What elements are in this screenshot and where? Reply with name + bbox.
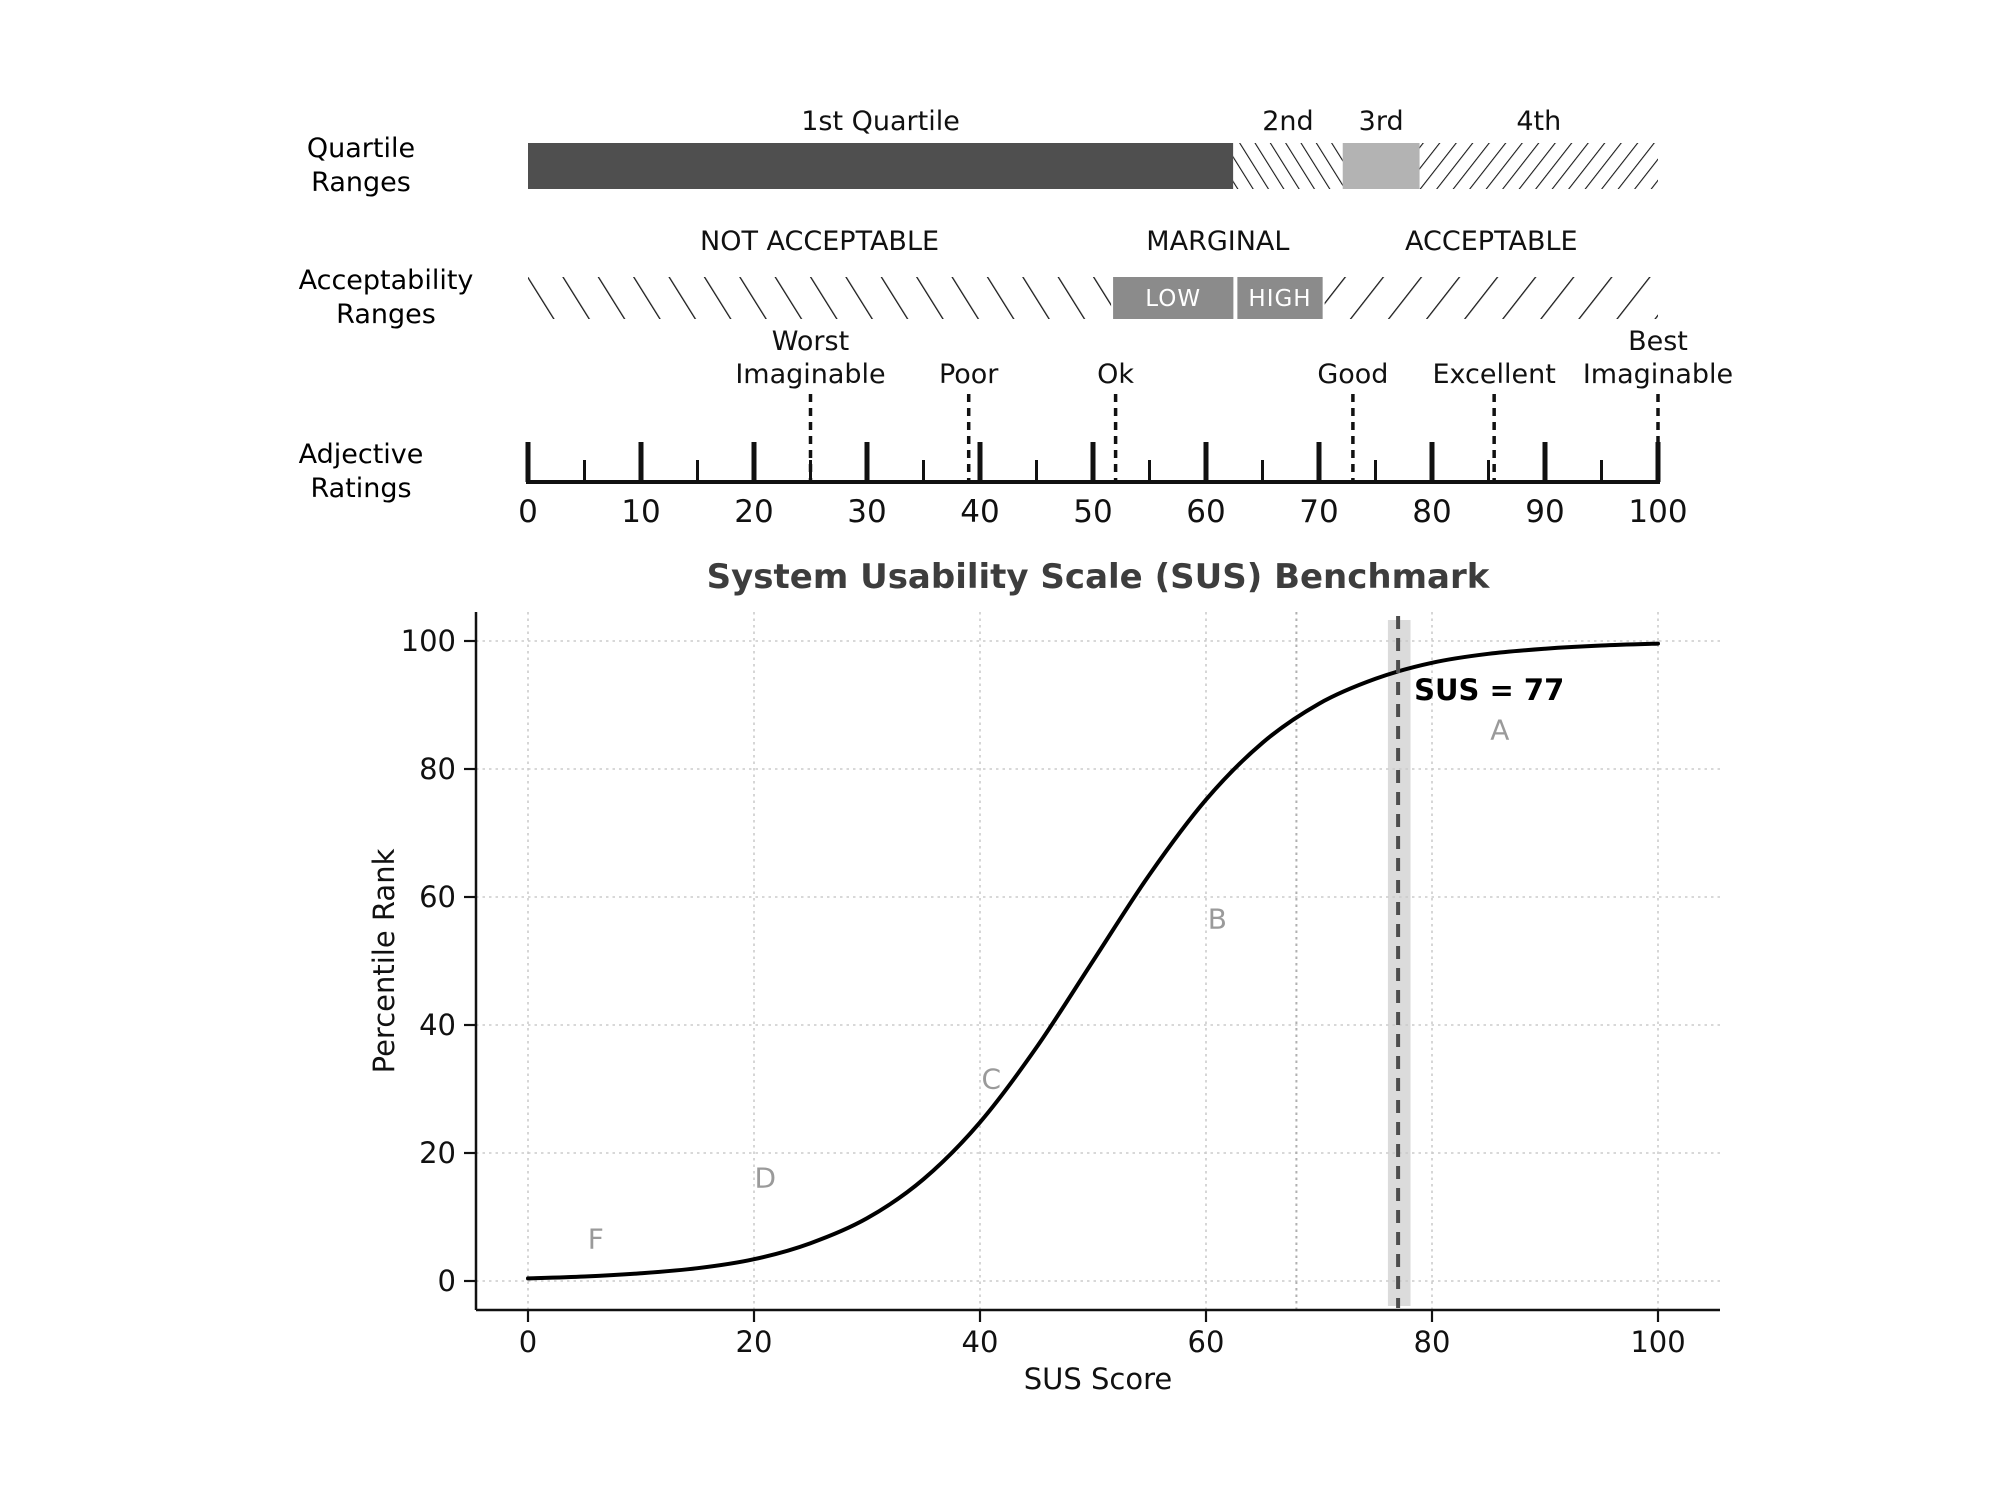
x-axis-label: SUS Score	[1023, 1362, 1173, 1396]
x-tick-label: 80	[1414, 1325, 1451, 1359]
y-tick-label: 80	[419, 752, 456, 786]
y-tick-label: 60	[419, 880, 456, 914]
y-tick-label: 40	[419, 1008, 456, 1042]
adjective-marker-label: Best	[1628, 326, 1688, 357]
x-tick-label: 20	[736, 1325, 773, 1359]
adjective-tick-label: 40	[960, 494, 999, 530]
benchmark-chart: 0 20 40 60 80 100 0 20 40 60 80 100 SUS = 77 F D C B A	[401, 612, 1720, 1359]
acceptability-zone-label: MARGINAL	[1146, 226, 1289, 257]
marginal-box-label: HIGH	[1248, 286, 1311, 312]
percentile-curve	[526, 641, 1660, 1281]
adjective-tick-label: 0	[518, 494, 538, 530]
sus-marker-band	[1387, 620, 1411, 1306]
y-tick-label: 100	[401, 624, 456, 658]
grade-letter: F	[588, 1222, 604, 1255]
marginal-box	[1113, 277, 1234, 319]
quartile-segment	[1419, 143, 1658, 189]
grade-letter: A	[1490, 714, 1509, 747]
marginal-box-label: LOW	[1145, 286, 1201, 312]
quartile-segment-label: 2nd	[1262, 106, 1313, 137]
y-tick-label: 20	[419, 1136, 456, 1170]
adjective-marker-label: Poor	[939, 359, 999, 390]
quartile-segment-label: 3rd	[1359, 106, 1404, 137]
quartile-segment	[1342, 143, 1420, 189]
adjective-ratings-row-label: Adjective Ratings	[211, 438, 511, 506]
row-label-line: Ranges	[336, 299, 436, 330]
quartile-ranges-bar: 1st Quartile 2nd 3rd 4th	[528, 106, 1658, 189]
adjective-tick-label: 10	[621, 494, 660, 530]
adjective-marker-label: Excellent	[1432, 359, 1555, 390]
adjective-marker-label: Good	[1317, 359, 1388, 390]
adjective-tick-label: 60	[1186, 494, 1225, 530]
row-label-line: Acceptability	[298, 265, 474, 296]
x-tick-label: 100	[1630, 1325, 1685, 1359]
acceptability-ranges-row-label: Acceptability Ranges	[236, 264, 536, 332]
acceptability-zone-label: ACCEPTABLE	[1405, 226, 1578, 257]
acceptability-zone	[1324, 277, 1658, 319]
row-label-line: Ranges	[311, 167, 411, 198]
quartile-segment-label: 4th	[1516, 106, 1561, 137]
grade-letter: D	[755, 1162, 777, 1195]
adjective-marker-label: Imaginable	[735, 359, 885, 390]
grade-letter: C	[982, 1062, 1002, 1095]
x-tick-label: 0	[519, 1325, 537, 1359]
adjective-marker-label: Imaginable	[1583, 359, 1733, 390]
adjective-tick-label: 80	[1412, 494, 1451, 530]
row-label-line: Adjective	[298, 439, 424, 470]
grade-letter: B	[1208, 902, 1227, 935]
adjective-tick-label: 50	[1073, 494, 1112, 530]
quartile-segment	[1233, 143, 1343, 189]
y-axis-label: Percentile Rank	[367, 848, 401, 1074]
marginal-box	[1237, 277, 1323, 319]
acceptability-ranges-bar: NOT ACCEPTABLE MARGINAL ACCEPTABLE LOW HIGH	[528, 226, 1658, 319]
row-label-line: Quartile	[306, 133, 416, 164]
acceptability-zone-label: NOT ACCEPTABLE	[700, 226, 939, 257]
sus-score-label: SUS = 77	[1414, 673, 1564, 707]
adjective-tick-label: 70	[1299, 494, 1338, 530]
adjective-marker-label: Ok	[1097, 359, 1134, 390]
x-tick-label: 40	[962, 1325, 999, 1359]
quartile-segment	[528, 143, 1234, 189]
adjective-tick-label: 90	[1525, 494, 1564, 530]
adjective-tick-label: 100	[1628, 494, 1687, 530]
y-tick-label: 0	[438, 1264, 456, 1298]
chart-title: System Usability Scale (SUS) Benchmark	[706, 557, 1490, 597]
quartile-ranges-row-label: Quartile Ranges	[211, 132, 511, 200]
quartile-segment-label: 1st Quartile	[801, 106, 960, 137]
adjective-marker-label: Worst	[772, 326, 849, 357]
adjective-tick-label: 20	[734, 494, 773, 530]
adjective-tick-label: 30	[847, 494, 886, 530]
acceptability-zone	[528, 277, 1112, 319]
x-tick-label: 60	[1188, 1325, 1225, 1359]
row-label-line: Ratings	[310, 473, 412, 504]
